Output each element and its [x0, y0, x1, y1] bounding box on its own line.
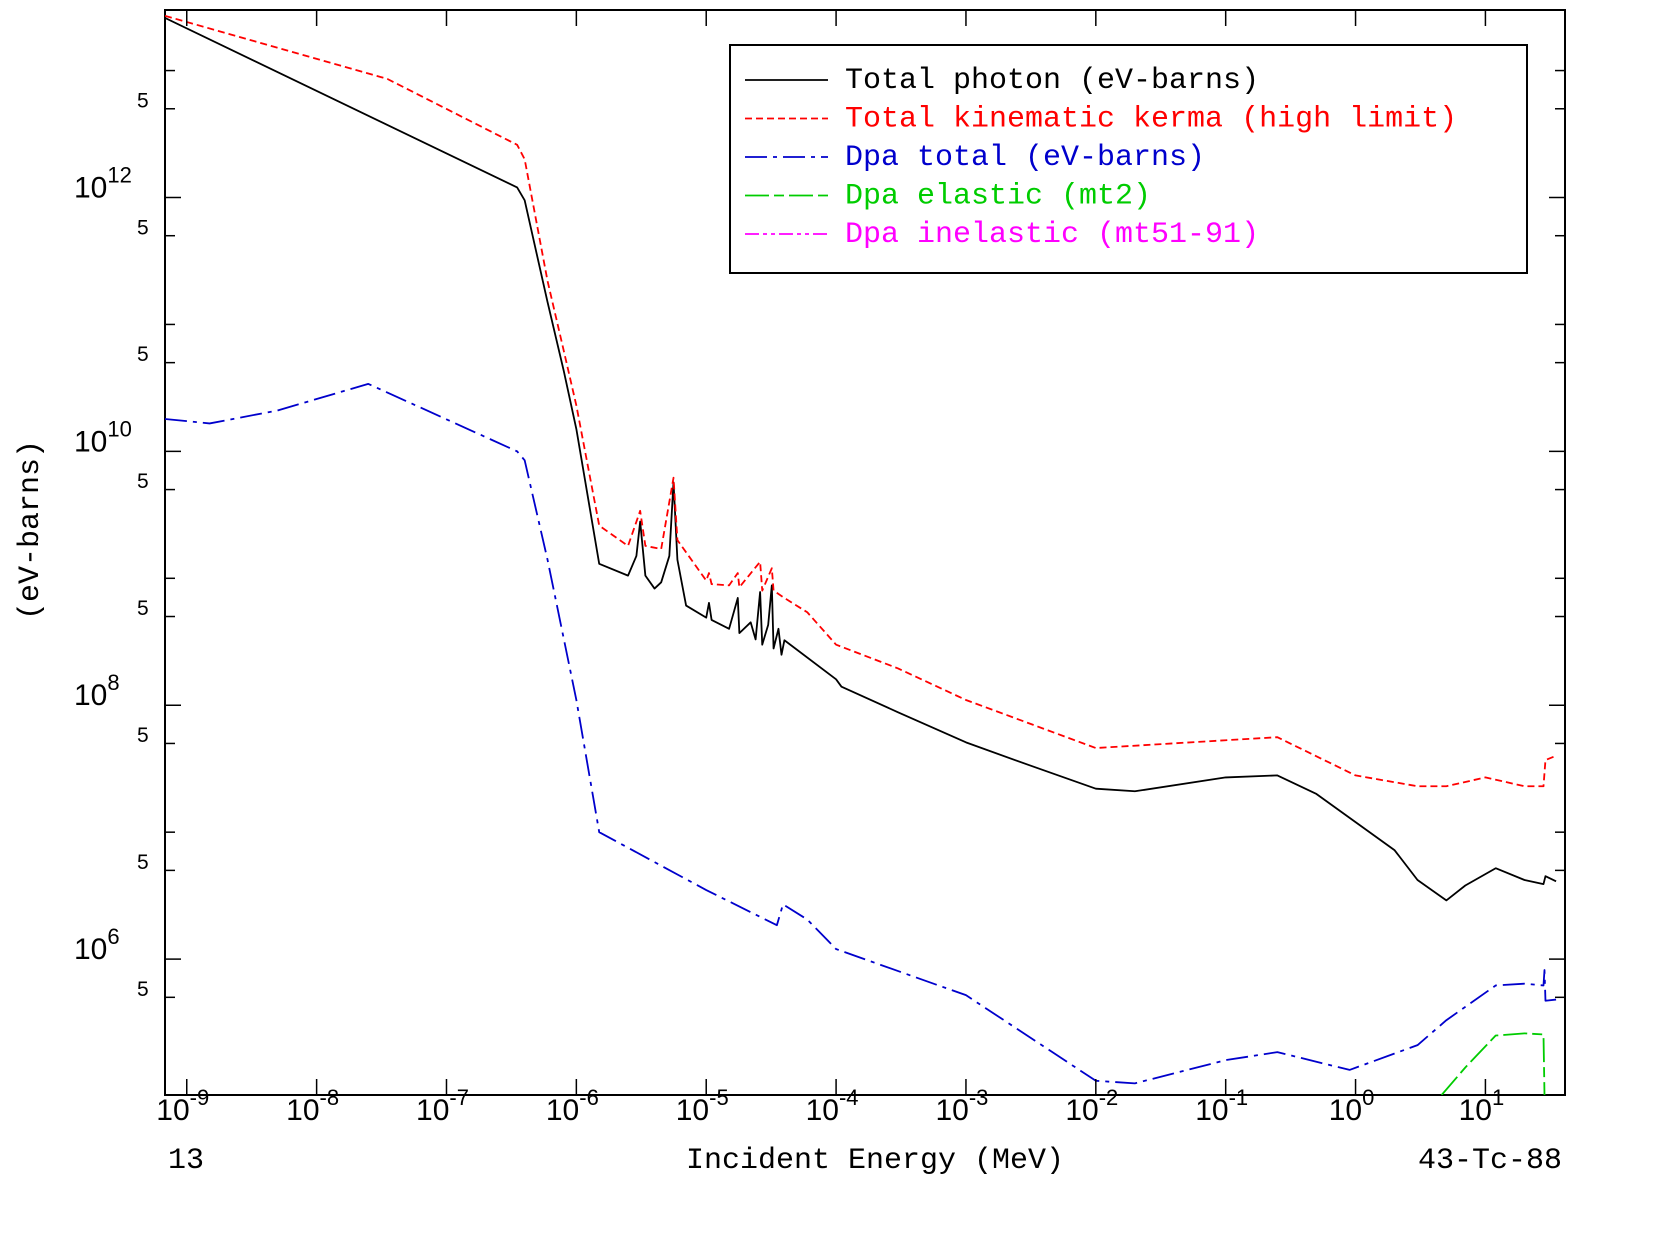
tick-base: 10: [1459, 1094, 1492, 1127]
tick-exponent: -6: [579, 1085, 599, 1110]
tick-exponent: -2: [1099, 1085, 1119, 1110]
y-tick-label: 5: [137, 597, 149, 620]
tick-exponent: 0: [1362, 1085, 1374, 1110]
tick-base: 10: [1065, 1094, 1098, 1127]
tick-base: 10: [416, 1094, 449, 1127]
tick-base: 10: [1329, 1094, 1362, 1127]
tick-exponent: -7: [449, 1085, 469, 1110]
tick-base: 10: [156, 1094, 189, 1127]
material-label: 43-Tc-88: [1418, 1144, 1562, 1178]
curves: [165, 14, 1557, 1095]
y-tick-label: 5: [137, 89, 149, 112]
tick-base: 10: [286, 1094, 319, 1127]
legend-label: Dpa elastic (mt2): [845, 179, 1151, 213]
legend-box: [729, 44, 1528, 274]
tick-exponent: 8: [107, 670, 119, 695]
x-tick-label: 10-1: [1195, 1085, 1248, 1127]
tick-exponent: -4: [839, 1085, 859, 1110]
series-line: [1440, 1032, 1546, 1095]
tick-exponent: 12: [107, 162, 131, 187]
tick-base: 10: [74, 679, 107, 712]
legend-label: Total photon (eV-barns): [845, 64, 1259, 98]
corner-note: 13: [168, 1144, 204, 1178]
tick-exponent: -9: [190, 1085, 210, 1110]
tick-exponent: -3: [969, 1085, 989, 1110]
y-tick-label: 5: [137, 978, 149, 1001]
y-tick-label: 1010: [74, 416, 132, 458]
y-tick-label: 106: [74, 924, 120, 966]
plot-frame: [164, 9, 1566, 1096]
y-tick-label: 5: [137, 470, 149, 493]
tick-base: 10: [676, 1094, 709, 1127]
x-axis-label: Incident Energy (MeV): [686, 1144, 1064, 1178]
tick-exponent: 1: [1492, 1085, 1504, 1110]
x-tick-label: 10-3: [935, 1085, 988, 1127]
tick-base: 10: [74, 933, 107, 966]
tick-exponent: 10: [107, 416, 131, 441]
tick-exponent: -1: [1229, 1085, 1249, 1110]
tick-base: 10: [546, 1094, 579, 1127]
x-tick-label: 10-9: [156, 1085, 209, 1127]
tick-base: 10: [806, 1094, 839, 1127]
y-tick-label: 1012: [74, 162, 132, 204]
tick-exponent: -8: [320, 1085, 340, 1110]
series-line: [165, 14, 1557, 788]
x-tick-label: 10-5: [676, 1085, 729, 1127]
series-line: [165, 383, 1557, 1085]
x-tick-label: 10-6: [546, 1085, 599, 1127]
tick-exponent: -5: [709, 1085, 729, 1110]
tick-base: 10: [935, 1094, 968, 1127]
y-tick-label: 5: [137, 851, 149, 874]
x-tick-label: 101: [1459, 1085, 1505, 1127]
legend-label: Dpa total (eV-barns): [845, 141, 1205, 175]
x-tick-label: 100: [1329, 1085, 1375, 1127]
y-tick-label: 5: [137, 216, 149, 239]
series-line: [165, 17, 1557, 902]
tick-exponent: 6: [107, 924, 119, 949]
x-tick-label: 10-8: [286, 1085, 339, 1127]
y-tick-label: 108: [74, 670, 120, 712]
y-axis-label: (eV-barns): [14, 440, 48, 620]
x-tick-label: 10-4: [806, 1085, 859, 1127]
x-tick-label: 10-2: [1065, 1085, 1118, 1127]
tick-base: 10: [74, 171, 107, 204]
tick-base: 10: [74, 425, 107, 458]
y-tick-label: 5: [137, 343, 149, 366]
legend-label: Total kinematic kerma (high limit): [845, 102, 1457, 136]
legend-label: Dpa inelastic (mt51-91): [845, 218, 1259, 252]
tick-base: 10: [1195, 1094, 1228, 1127]
y-tick-label: 5: [137, 724, 149, 747]
x-tick-label: 10-7: [416, 1085, 469, 1127]
